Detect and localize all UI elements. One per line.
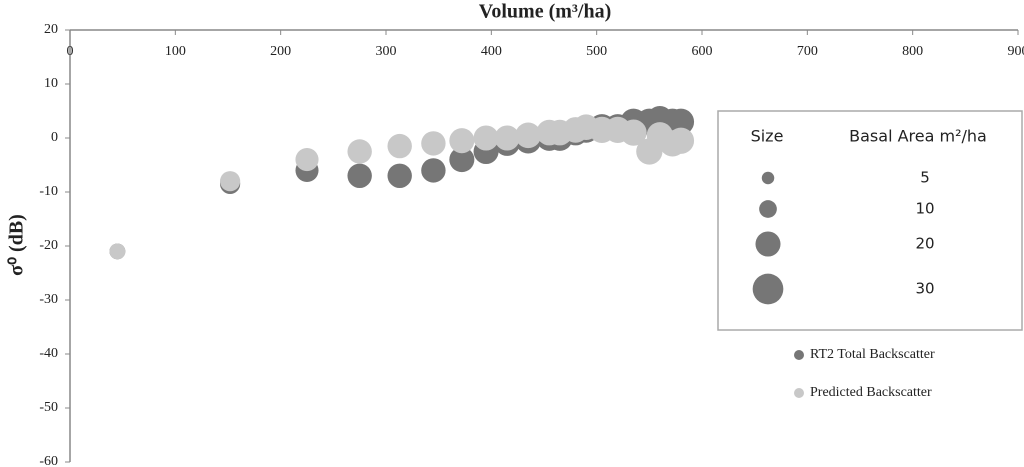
bubble (347, 139, 372, 164)
size-legend-value: 10 (915, 200, 934, 218)
legend-label: Predicted Backscatter (810, 385, 932, 400)
bubble (494, 125, 520, 151)
size-legend-value: 5 (920, 169, 930, 187)
bubble (220, 171, 241, 192)
x-tick-label: 400 (481, 44, 502, 59)
x-tick-label: 900 (1008, 44, 1024, 59)
size-legend-label: Basal Area m²/ha (849, 127, 987, 146)
x-tick-label: 300 (376, 44, 397, 59)
x-tick-label: 200 (270, 44, 291, 59)
bubble (347, 163, 372, 189)
size-legend-marker (752, 273, 784, 305)
bubble (515, 122, 542, 149)
y-tick-label: -30 (39, 292, 58, 307)
bubble (449, 147, 475, 173)
bubble (421, 158, 446, 183)
size-legend-value: 20 (915, 235, 934, 253)
size-legend-marker (755, 231, 781, 257)
bubble (387, 133, 412, 159)
y-tick-label: -40 (39, 346, 58, 361)
x-tick-label: 500 (586, 44, 607, 59)
y-tick-label: 10 (44, 76, 58, 91)
bubble (109, 243, 126, 260)
chart-title: Volume (m³/ha) (479, 1, 611, 23)
y-tick-label: 0 (51, 130, 58, 145)
x-tick-label: 600 (692, 44, 713, 59)
y-axis-label: σ⁰ (dB) (6, 214, 28, 276)
size-legend-title: Size (751, 127, 784, 146)
y-tick-label: 20 (44, 22, 58, 37)
bubble (620, 119, 647, 146)
x-tick-label: 100 (165, 44, 186, 59)
size-legend-marker (759, 200, 777, 218)
bubble (387, 163, 412, 189)
bubble (295, 148, 319, 172)
bubble (421, 131, 446, 156)
bubble (667, 127, 695, 154)
x-tick-label: 0 (67, 44, 74, 59)
size-legend-marker (761, 171, 775, 185)
size-legend-value: 30 (915, 280, 934, 298)
x-tick-label: 700 (797, 44, 818, 59)
legend-marker (794, 350, 804, 360)
x-tick-label: 800 (902, 44, 923, 59)
legend-label: RT2 Total Backscatter (810, 347, 935, 362)
bubble (667, 108, 695, 135)
bubble (449, 128, 475, 154)
bubble (473, 125, 499, 151)
y-tick-label: -60 (39, 454, 58, 467)
y-tick-label: -50 (39, 400, 58, 415)
legend-marker (794, 388, 804, 398)
y-tick-label: -20 (39, 238, 58, 253)
y-tick-label: -10 (39, 184, 58, 199)
